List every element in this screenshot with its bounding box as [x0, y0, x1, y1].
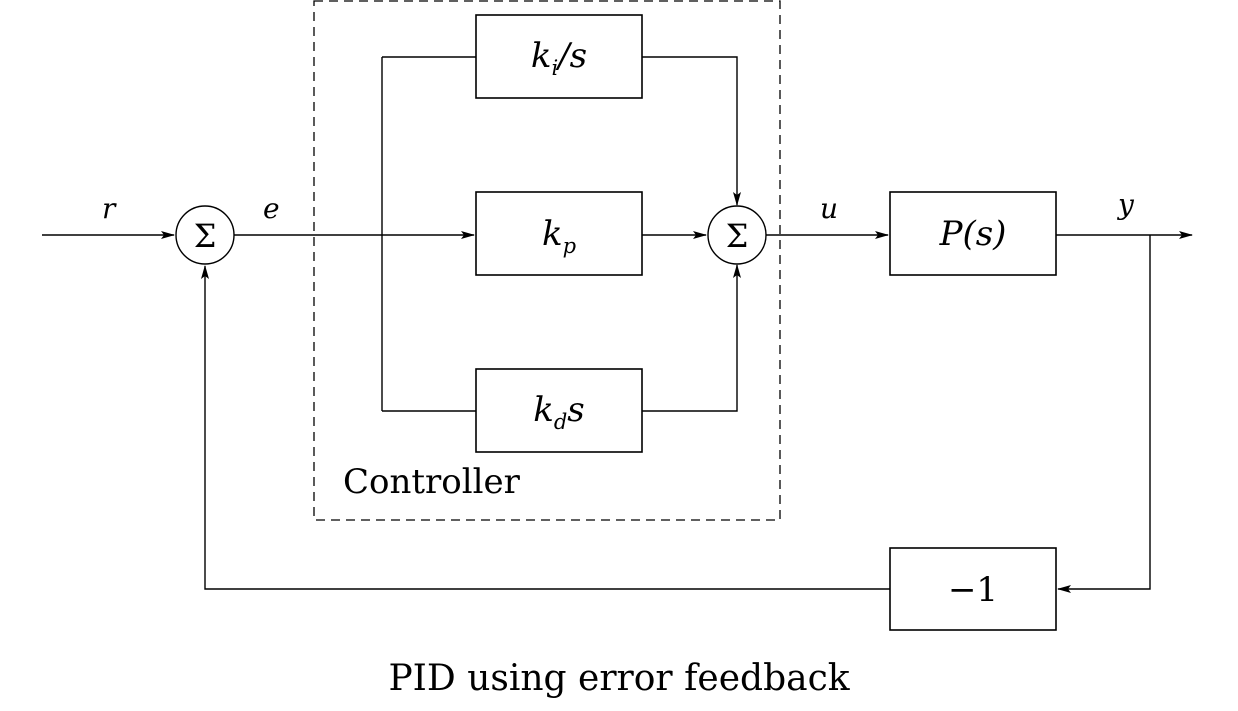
feedback-takeoff-wire — [1057, 235, 1151, 593]
integral-block: ki/s — [475, 14, 643, 99]
reference-signal-label: r — [102, 192, 117, 225]
controller-summing-junction: Σ — [707, 205, 767, 265]
output-signal-label: y — [1116, 188, 1135, 221]
controller-label: Controller — [343, 462, 521, 502]
feedback-gain-block: −1 — [889, 547, 1057, 631]
diagram-caption: PID using error feedback — [388, 658, 850, 699]
derivative-output-wire — [642, 264, 741, 412]
svg-text:−1: −1 — [948, 570, 998, 610]
integral-output-wire — [642, 56, 741, 206]
svg-text:P(s): P(s) — [939, 214, 1007, 254]
derivative-block: kds — [475, 368, 643, 453]
controller-boundary — [313, 0, 781, 521]
plant-block: P(s) — [889, 191, 1057, 276]
svg-text:ki/s: ki/s — [531, 36, 587, 80]
svg-text:Σ: Σ — [194, 217, 217, 255]
svg-text:Σ: Σ — [726, 217, 749, 255]
svg-text:kds: kds — [533, 390, 585, 434]
control-signal-label: u — [820, 192, 838, 225]
svg-text:kp: kp — [542, 214, 576, 258]
feedback-return-wire — [201, 265, 890, 590]
proportional-block: kp — [475, 191, 643, 276]
error-signal-label: e — [263, 192, 280, 225]
error-summing-junction: Σ — [175, 205, 235, 265]
